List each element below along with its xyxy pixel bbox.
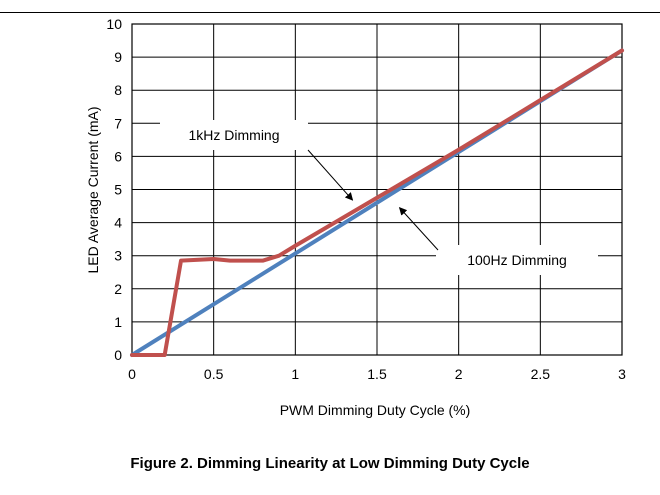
plot-frame	[131, 23, 623, 356]
x-tick-label: 3	[618, 366, 626, 382]
y-tick-label: 0	[114, 347, 122, 363]
series-1khz-line	[130, 48, 624, 357]
top-rule	[0, 12, 660, 13]
figure-caption: Figure 2. Dimming Linearity at Low Dimmi…	[130, 455, 530, 472]
y-tick-label: 8	[114, 82, 122, 98]
tick-labels: 0 0.5 1 1.5 2 2.5 3 0 1 2 3 4 5 6 7 8 9 10	[106, 16, 626, 382]
y-tick-label: 7	[114, 115, 122, 131]
annotation-100hz-dimming: 100Hz Dimming	[467, 252, 567, 268]
x-tick-label: 1	[291, 366, 299, 382]
x-tick-label: 2	[455, 366, 463, 382]
x-tick-label: 1.5	[367, 366, 387, 382]
y-tick-label: 4	[114, 215, 122, 231]
y-tick-label: 10	[106, 16, 122, 32]
annotation-box-1khz	[160, 120, 308, 150]
grid	[131, 23, 623, 356]
y-axis-label: LED Average Current (mA)	[85, 106, 101, 273]
y-tick-label: 3	[114, 248, 122, 264]
series	[130, 48, 624, 357]
x-tick-label: 0	[128, 366, 136, 382]
y-tick-label: 5	[114, 182, 122, 198]
x-axis-label: PWM Dimming Duty Cycle (%)	[280, 402, 471, 418]
annotation-1khz-arrow	[307, 149, 354, 201]
y-tick-label: 9	[114, 49, 122, 65]
line-chart: 0 0.5 1 1.5 2 2.5 3 0 1 2 3 4 5 6 7 8 9 10 1kHz Dimming 10…	[85, 16, 626, 418]
y-tick-label: 6	[114, 148, 122, 164]
x-tick-label: 2.5	[531, 366, 551, 382]
y-tick-label: 1	[114, 314, 122, 330]
y-tick-label: 2	[114, 281, 122, 297]
x-tick-label: 0.5	[204, 366, 224, 382]
annotations: 1kHz Dimming 100Hz Dimming	[160, 120, 598, 275]
annotation-1khz-dimming: 1kHz Dimming	[188, 127, 279, 143]
annotation-100hz-arrow	[398, 206, 439, 251]
annotation-box-100hz	[436, 245, 598, 275]
